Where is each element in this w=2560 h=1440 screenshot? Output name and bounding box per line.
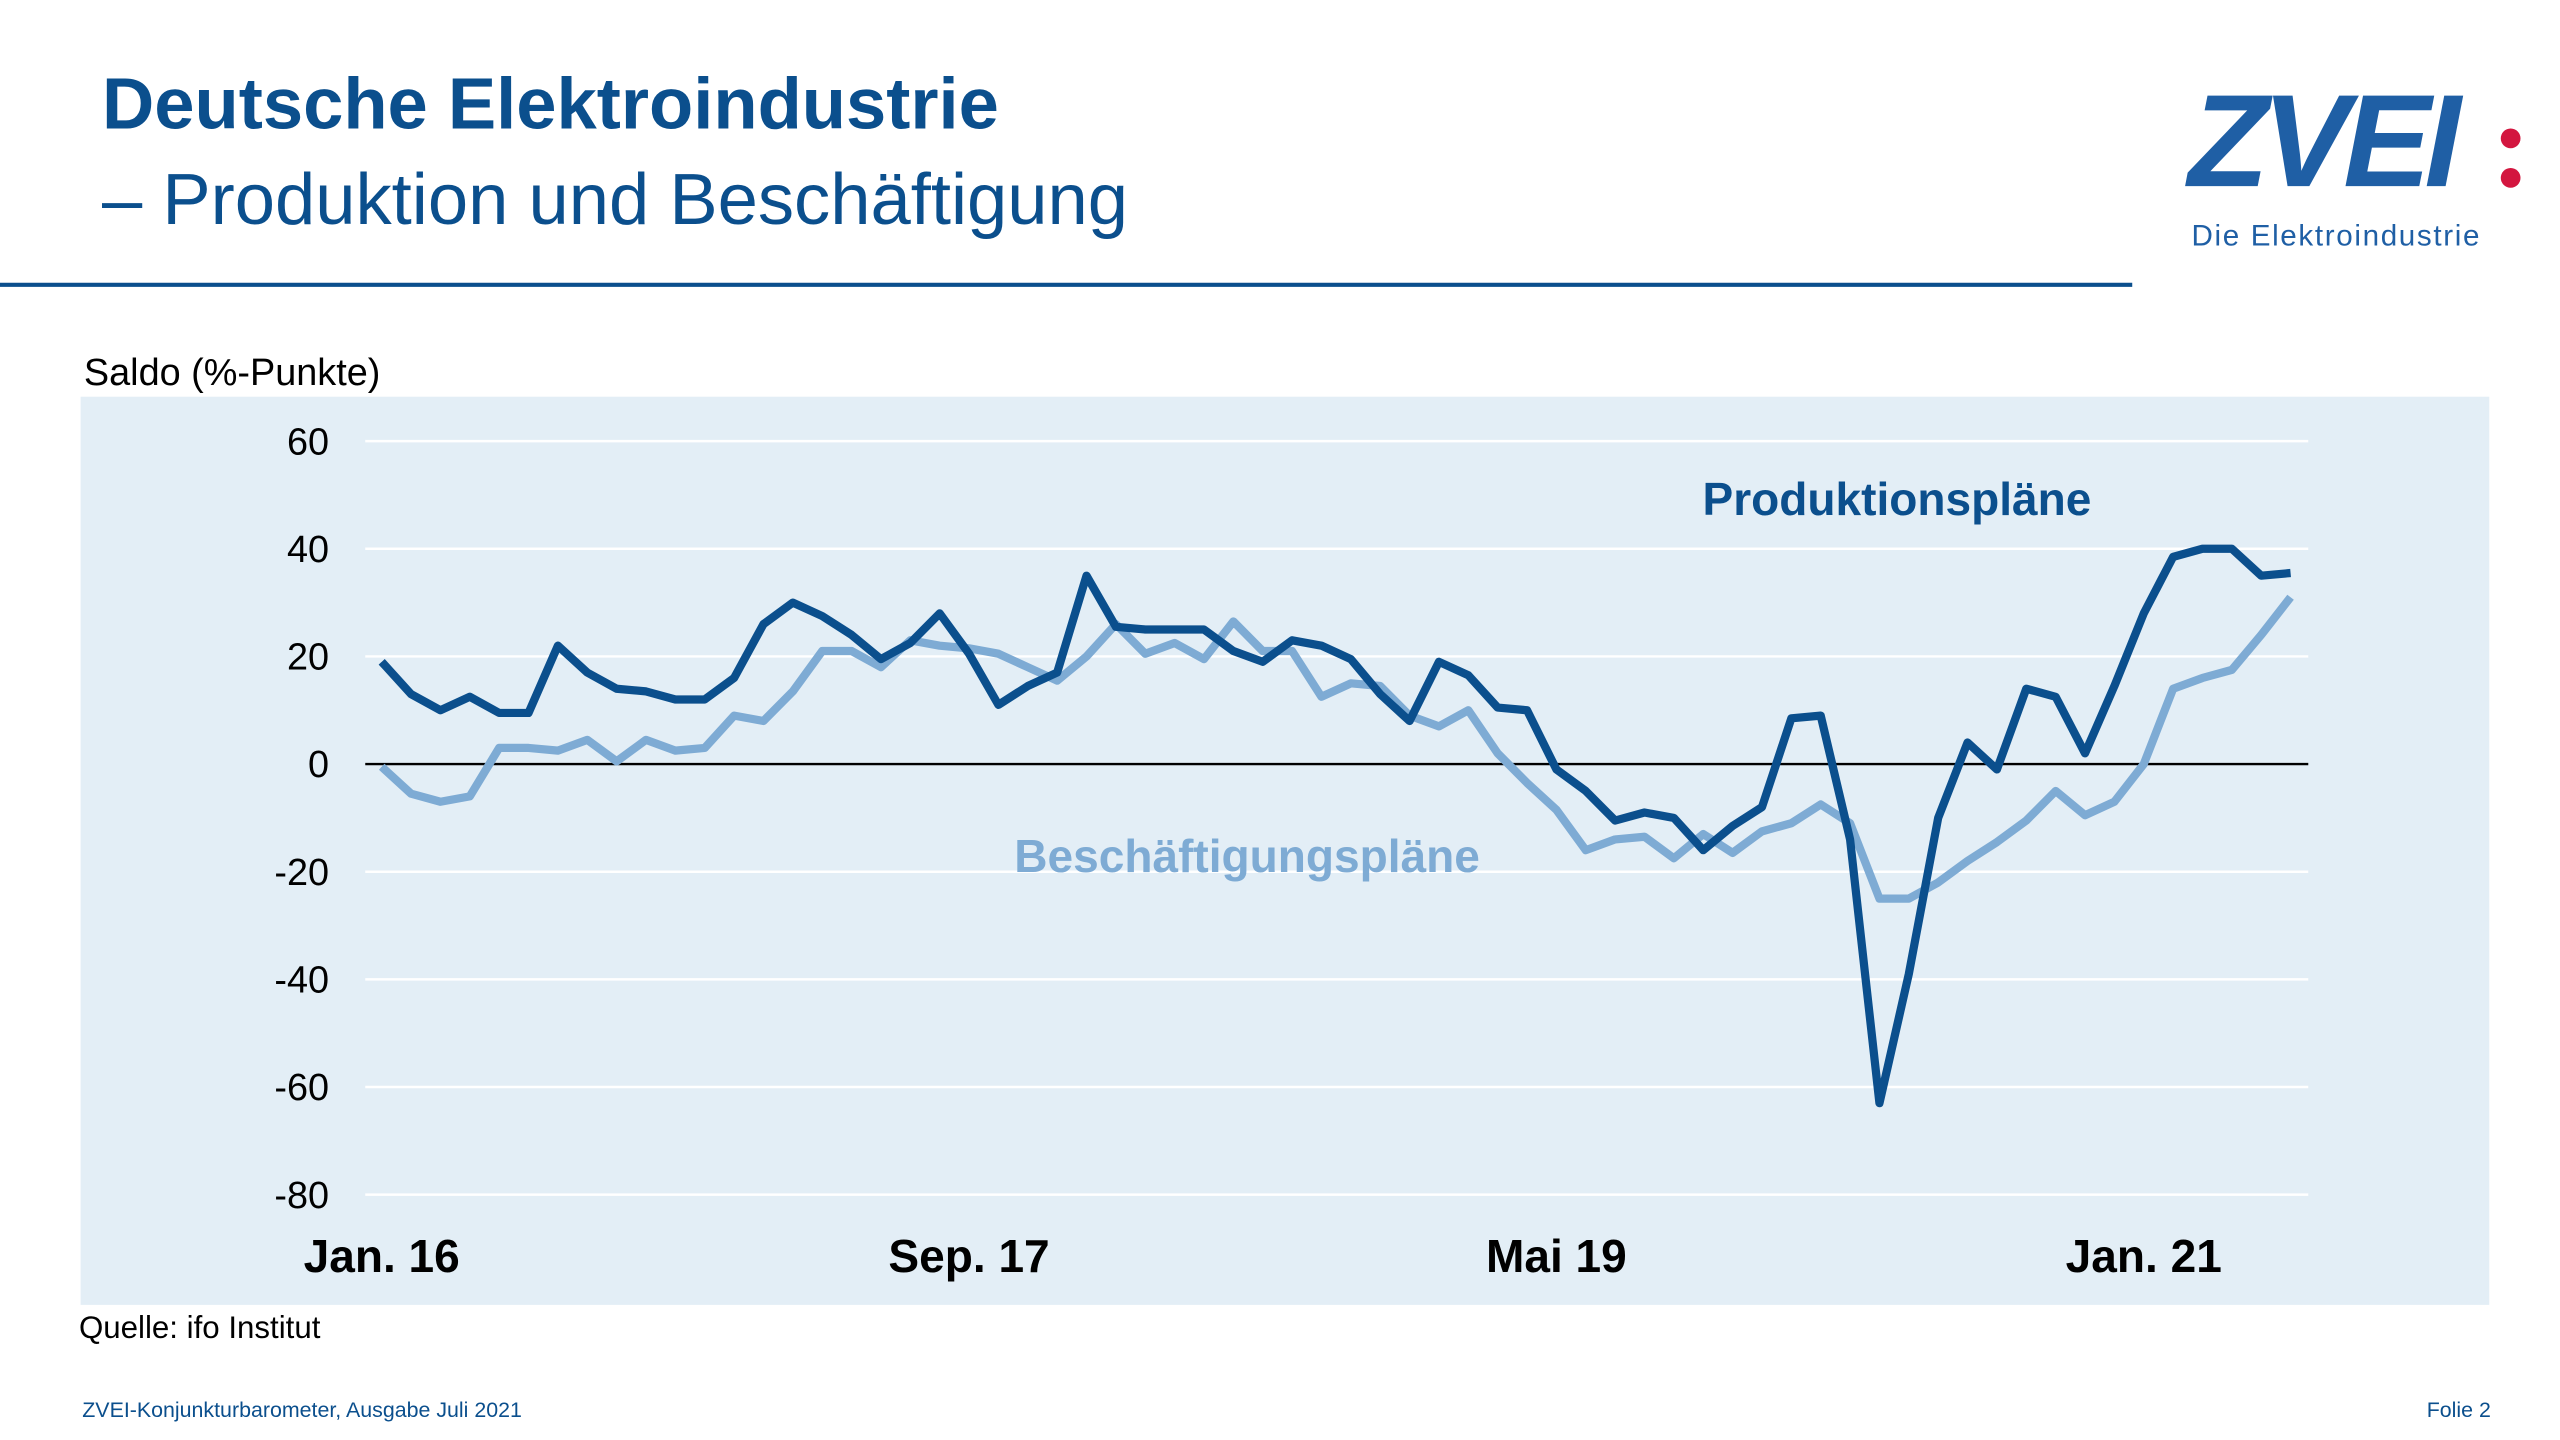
logo-dot xyxy=(2500,128,2521,149)
y-tick-label: -80 xyxy=(274,1175,329,1217)
series-label: Beschäftigungspläne xyxy=(1014,830,1480,882)
plot: -80 -60 -40 -20 0 20 40 60 Jan. 16 Sep. 17 Mai 19 J… xyxy=(274,421,2309,1282)
source: Quelle: ifo Institut xyxy=(79,1310,321,1345)
x-tick-label: Sep. 17 xyxy=(888,1230,1049,1282)
y-tick-label: -40 xyxy=(274,960,329,1002)
title: Deutsche Elektroindustrie xyxy=(102,64,999,145)
y-tick-label: -60 xyxy=(274,1067,329,1109)
logo-text: ZVEI xyxy=(2184,67,2463,214)
y-tick-label: 60 xyxy=(287,421,329,463)
y-tick-label: 40 xyxy=(287,529,329,571)
y-axis-label: Saldo (%-Punkte) xyxy=(84,352,380,394)
footer-left: ZVEI-Konjunkturbarometer, Ausgabe Juli 2… xyxy=(82,1398,522,1422)
footer-right: Folie 2 xyxy=(2427,1398,2491,1422)
x-tick-label: Jan. 21 xyxy=(2066,1230,2222,1282)
y-tick-label: 0 xyxy=(308,744,329,786)
y-tick-label: -20 xyxy=(274,852,329,894)
y-tick-label: 20 xyxy=(287,637,329,679)
series-line xyxy=(378,594,2294,903)
x-tick-label: Mai 19 xyxy=(1486,1230,1627,1282)
x-tick-label: Jan. 16 xyxy=(304,1230,460,1282)
logo-tagline: Die Elektroindustrie xyxy=(2191,219,2481,252)
series-line xyxy=(378,544,2291,1108)
logo-dot xyxy=(2500,168,2521,188)
series-label: Produktionspläne xyxy=(1703,473,2092,525)
subtitle: – Produktion und Beschäftigung xyxy=(102,159,1128,240)
